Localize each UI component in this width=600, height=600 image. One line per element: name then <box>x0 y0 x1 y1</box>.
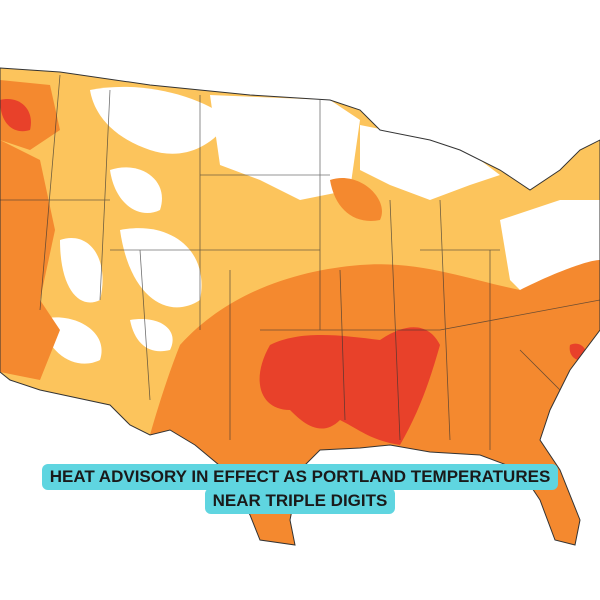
caption-line: HEAT ADVISORY IN EFFECT AS PORTLAND TEMP… <box>41 464 559 490</box>
caption: HEAT ADVISORY IN EFFECT AS PORTLAND TEMP… <box>0 464 600 514</box>
country-outline <box>0 67 600 546</box>
caption-line: NEAR TRIPLE DIGITS <box>204 488 396 514</box>
